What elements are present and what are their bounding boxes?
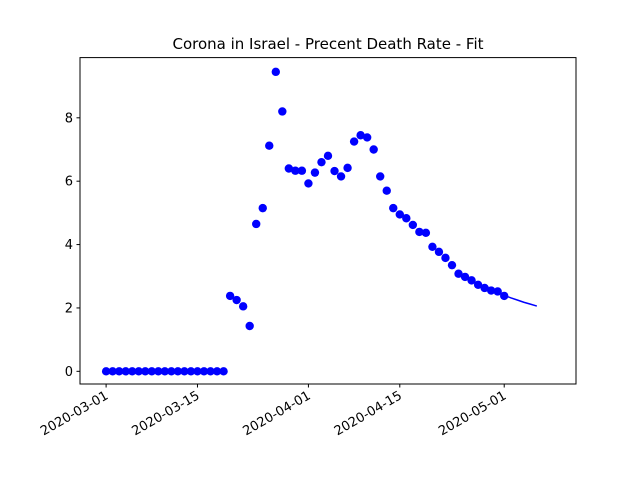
data-point (434, 247, 444, 257)
data-point (258, 203, 267, 213)
data-point (428, 242, 437, 251)
data-point (128, 367, 137, 376)
data-point (225, 291, 235, 301)
data-point (473, 280, 483, 290)
y-tick-label: 0 (65, 365, 73, 380)
data-point (441, 253, 450, 263)
data-point (323, 151, 333, 161)
data-point (245, 321, 254, 331)
data-point (180, 367, 189, 376)
data-point (154, 367, 163, 376)
data-point (454, 269, 463, 278)
data-point (121, 367, 130, 376)
data-point (376, 172, 385, 181)
data-point (336, 172, 346, 181)
data-point (284, 164, 294, 173)
data-point (467, 276, 476, 285)
data-point (421, 228, 431, 238)
data-point (238, 302, 248, 311)
data-point (108, 367, 117, 376)
data-point (271, 67, 280, 77)
data-point (447, 260, 457, 270)
data-point (369, 145, 378, 154)
data-point (141, 367, 150, 376)
data-point (310, 168, 320, 177)
data-point (343, 163, 352, 173)
data-point (265, 141, 274, 150)
data-point (389, 203, 398, 213)
data-point (362, 133, 372, 142)
y-tick-label: 6 (65, 175, 73, 190)
y-tick-label: 4 (65, 238, 73, 253)
data-point (317, 157, 326, 167)
data-point (206, 367, 215, 376)
data-point (173, 367, 183, 376)
data-point (349, 137, 359, 146)
data-point (114, 367, 124, 376)
data-point (219, 367, 228, 376)
data-point (460, 272, 470, 282)
data-point (186, 367, 196, 376)
data-point (480, 283, 489, 293)
data-point (232, 295, 241, 305)
plot-frame (79, 57, 577, 385)
data-point (291, 166, 300, 175)
data-point (330, 166, 339, 176)
data-point (134, 367, 143, 376)
data-point (101, 367, 111, 376)
data-point (402, 214, 411, 223)
data-point (252, 219, 261, 229)
data-point (486, 286, 496, 295)
data-point (382, 186, 391, 195)
data-point (304, 179, 313, 188)
data-point (356, 131, 365, 140)
data-point (395, 210, 404, 219)
data-point (415, 227, 424, 237)
y-tick-label: 8 (65, 111, 73, 126)
data-point (297, 166, 307, 175)
chart-title: Corona in Israel - Precent Death Rate - … (172, 35, 483, 53)
y-tick-label: 2 (65, 301, 73, 316)
data-point (147, 367, 156, 376)
data-point (212, 367, 222, 376)
data-point (500, 291, 509, 301)
data-point (199, 367, 209, 376)
data-point (167, 367, 176, 376)
data-point (193, 367, 202, 376)
data-point (408, 220, 418, 230)
data-point (160, 367, 170, 376)
data-point (278, 107, 287, 116)
data-point (493, 287, 502, 296)
